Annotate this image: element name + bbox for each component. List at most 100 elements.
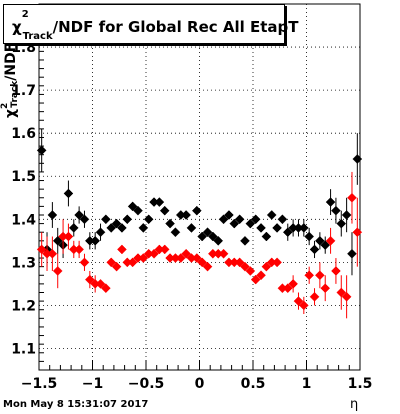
data-point	[272, 257, 282, 268]
series-1	[36, 171, 363, 319]
data-point	[138, 223, 149, 233]
data-point	[186, 223, 197, 233]
data-point	[304, 270, 315, 281]
chart-title-sup: 2	[21, 9, 29, 20]
data-point	[347, 192, 357, 203]
y-tick-label: 1.2	[11, 298, 36, 314]
data-point	[127, 257, 138, 268]
data-point	[165, 218, 175, 229]
data-point	[106, 257, 117, 268]
data-point	[117, 244, 127, 255]
data-point	[218, 248, 229, 259]
data-point	[352, 227, 363, 238]
data-point	[159, 244, 170, 255]
data-point	[309, 244, 320, 255]
data-point	[138, 253, 149, 263]
chart-title-chi: χ	[12, 18, 22, 36]
data-point	[309, 291, 320, 302]
chart-title-sub: Track	[22, 31, 53, 42]
data-point	[197, 257, 208, 268]
data-point	[191, 205, 202, 216]
data-point	[261, 261, 272, 272]
data-point	[341, 291, 352, 302]
data-point	[234, 214, 245, 225]
x-tick-label: 0.5	[241, 376, 266, 392]
data-point	[36, 244, 47, 255]
x-tick-label: −1	[82, 376, 103, 392]
data-point	[52, 266, 63, 276]
data-point	[47, 210, 58, 220]
data-point	[117, 223, 127, 233]
chart-title-rest: /NDF for Global Rec All EtapT	[52, 18, 299, 36]
data-point	[282, 283, 293, 294]
data-point	[245, 266, 256, 276]
data-point	[352, 154, 363, 164]
data-point	[106, 223, 117, 233]
data-point	[101, 283, 111, 294]
data-point	[202, 261, 213, 272]
data-point	[331, 266, 341, 276]
chart-title: χ2 Track/NDF for Global Rec All EtapT	[12, 9, 299, 42]
timestamp: Mon May 8 15:31:07 2017	[3, 399, 149, 410]
x-tick-label: 0	[195, 376, 205, 392]
data-point	[234, 257, 245, 268]
data-point	[133, 205, 143, 216]
data-point	[218, 214, 229, 225]
data-point	[208, 231, 218, 242]
data-point	[95, 279, 106, 289]
data-point	[293, 296, 304, 306]
data-point	[240, 235, 250, 246]
data-point	[63, 188, 74, 199]
data-point	[245, 218, 256, 229]
x-tick-label: −0.5	[128, 376, 165, 392]
y-tick-label: 1.8	[11, 40, 36, 56]
data-point	[79, 257, 90, 268]
y-tick-label: 1.1	[11, 341, 36, 357]
y-axis-label: χ2Track/NDF	[0, 42, 20, 118]
data-series	[36, 128, 363, 319]
data-point	[272, 223, 282, 233]
data-point	[74, 210, 84, 220]
data-point	[256, 223, 266, 233]
data-point	[197, 231, 208, 242]
y-tick-label: 1.4	[11, 212, 36, 228]
data-point	[256, 270, 266, 281]
data-point	[336, 287, 347, 298]
data-point	[341, 210, 352, 220]
data-point	[288, 279, 298, 289]
data-point	[304, 231, 315, 242]
data-point	[202, 227, 213, 238]
data-point	[315, 235, 325, 246]
data-point	[90, 235, 101, 246]
data-point	[298, 223, 309, 233]
data-point	[79, 214, 90, 225]
data-point	[143, 214, 154, 225]
data-point	[175, 253, 186, 263]
data-point	[74, 244, 84, 255]
axis-ticks: −1.5 −1 −0.5 0 0.5 1 1.5 1.1 1.2 1.3 1.4 1.5 1.6 1.7 1…	[11, 7, 373, 392]
data-point	[325, 197, 336, 207]
data-point	[52, 235, 63, 246]
x-tick-label: 1.5	[348, 376, 373, 392]
ylabel-chi: χ	[3, 108, 19, 118]
data-point	[36, 145, 47, 156]
x-tick-label: 1	[302, 376, 312, 392]
data-point	[331, 205, 341, 216]
ylabel-sup: 2	[0, 102, 10, 109]
data-point	[159, 205, 170, 216]
data-point	[191, 253, 202, 263]
data-point	[63, 231, 74, 242]
data-point	[68, 223, 79, 233]
data-point	[213, 235, 224, 246]
y-tick-label: 1.3	[11, 255, 36, 271]
data-point	[325, 235, 336, 246]
data-point	[149, 248, 159, 259]
data-point	[320, 240, 331, 250]
data-point	[320, 283, 331, 294]
plot-frame	[38, 3, 361, 371]
data-point	[127, 201, 138, 212]
data-point	[240, 261, 250, 272]
ylabel-rest: /NDF	[3, 42, 19, 81]
x-tick-label: −1.5	[21, 376, 58, 392]
